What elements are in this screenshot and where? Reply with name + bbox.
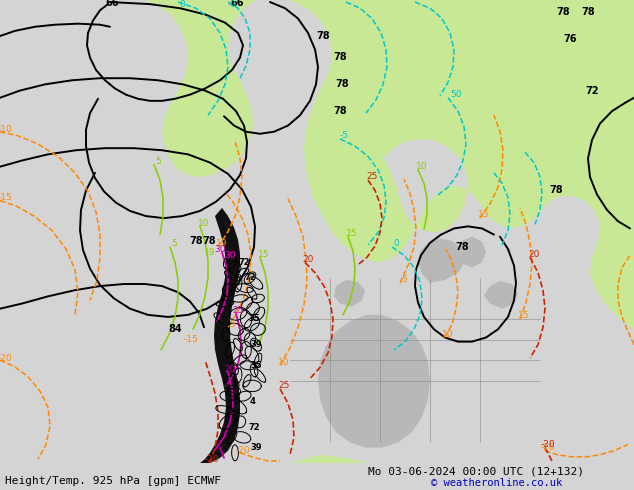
Text: 72: 72 bbox=[585, 86, 598, 96]
Polygon shape bbox=[484, 281, 518, 309]
Text: © weatheronline.co.uk: © weatheronline.co.uk bbox=[431, 478, 562, 488]
Polygon shape bbox=[334, 280, 365, 307]
Polygon shape bbox=[318, 315, 430, 448]
Text: 66: 66 bbox=[230, 0, 243, 8]
Text: -15: -15 bbox=[184, 335, 198, 344]
Text: 10: 10 bbox=[417, 162, 428, 171]
Text: 78: 78 bbox=[333, 106, 347, 116]
Text: 78: 78 bbox=[333, 51, 347, 62]
Text: 5: 5 bbox=[229, 319, 235, 329]
Text: 35: 35 bbox=[250, 361, 262, 370]
Text: 10: 10 bbox=[443, 330, 454, 339]
Text: 78: 78 bbox=[335, 79, 349, 89]
Text: 5: 5 bbox=[401, 275, 407, 284]
Text: 25: 25 bbox=[232, 306, 243, 315]
Text: 72: 72 bbox=[238, 258, 250, 267]
Text: 5: 5 bbox=[171, 240, 177, 248]
Text: 35: 35 bbox=[248, 315, 260, 323]
Text: 15: 15 bbox=[258, 250, 269, 259]
Text: 25: 25 bbox=[366, 172, 378, 181]
Polygon shape bbox=[418, 239, 465, 283]
Text: 15: 15 bbox=[346, 229, 358, 238]
Text: -20: -20 bbox=[541, 443, 555, 452]
Text: 66: 66 bbox=[105, 0, 119, 8]
Polygon shape bbox=[200, 208, 240, 463]
Text: -5: -5 bbox=[339, 131, 349, 140]
Text: 78: 78 bbox=[189, 236, 203, 246]
Text: 0: 0 bbox=[179, 0, 185, 9]
Text: 50: 50 bbox=[450, 90, 462, 99]
Text: 19: 19 bbox=[204, 247, 216, 257]
Text: -20: -20 bbox=[205, 456, 219, 465]
Text: 5: 5 bbox=[155, 157, 161, 166]
Text: 10: 10 bbox=[278, 358, 290, 367]
Text: 20: 20 bbox=[224, 365, 236, 374]
Text: 78: 78 bbox=[455, 242, 469, 252]
Polygon shape bbox=[145, 0, 634, 463]
Text: 72: 72 bbox=[244, 273, 256, 282]
Text: Mo 03-06-2024 00:00 UTC (12+132): Mo 03-06-2024 00:00 UTC (12+132) bbox=[368, 466, 584, 476]
Text: -20: -20 bbox=[236, 446, 250, 455]
Text: 78: 78 bbox=[202, 236, 216, 246]
Text: 25: 25 bbox=[278, 381, 290, 391]
Text: 78: 78 bbox=[556, 7, 570, 17]
Text: 20: 20 bbox=[302, 255, 314, 264]
Text: -0: -0 bbox=[228, 0, 236, 9]
Text: 78: 78 bbox=[581, 7, 595, 17]
Text: 84: 84 bbox=[168, 324, 182, 334]
Text: Height/Temp. 925 hPa [gpm] ECMWF: Height/Temp. 925 hPa [gpm] ECMWF bbox=[5, 476, 221, 486]
Text: 39: 39 bbox=[250, 340, 262, 349]
Text: 39: 39 bbox=[250, 443, 262, 452]
Text: -10: -10 bbox=[0, 125, 13, 134]
Text: 10: 10 bbox=[198, 219, 210, 228]
Text: 19: 19 bbox=[216, 240, 228, 248]
Text: -15: -15 bbox=[0, 193, 13, 202]
Text: 0: 0 bbox=[393, 240, 399, 248]
Text: 30: 30 bbox=[224, 251, 236, 260]
Text: 15: 15 bbox=[478, 210, 489, 219]
Text: 78: 78 bbox=[549, 185, 563, 196]
Text: 72: 72 bbox=[248, 422, 260, 432]
Polygon shape bbox=[456, 237, 486, 268]
Text: 4: 4 bbox=[249, 397, 255, 406]
Text: -20: -20 bbox=[0, 354, 12, 363]
Text: 30: 30 bbox=[214, 245, 226, 253]
Text: 15: 15 bbox=[518, 312, 530, 320]
Text: 20: 20 bbox=[528, 250, 540, 259]
Text: 78: 78 bbox=[316, 31, 330, 41]
Text: 76: 76 bbox=[563, 34, 577, 44]
Text: -20: -20 bbox=[541, 440, 555, 449]
